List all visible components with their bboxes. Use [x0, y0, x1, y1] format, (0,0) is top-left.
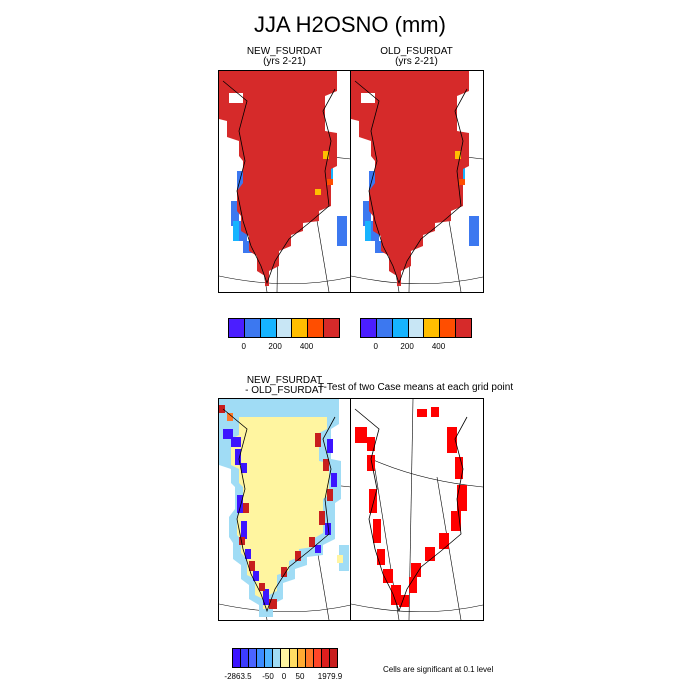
panel-ttest-title: T-Test of two Case means at each grid po… — [318, 382, 514, 393]
colorbar-old-swatch-1 — [376, 319, 393, 337]
colorbar-old-swatch-4 — [424, 319, 441, 337]
panel-new-name: NEW_FSURDAT — [246, 46, 323, 57]
colorbar-old-swatch-5 — [440, 319, 457, 337]
figure-title: JJA H2OSNO (mm) — [254, 12, 446, 37]
colorbar-difference-tick-neg50: -50 — [262, 672, 274, 681]
map-difference — [218, 398, 352, 621]
colorbar-new-tick-200: 200 — [268, 342, 282, 351]
colorbar-difference-tick-min: -2863.5 — [224, 672, 252, 681]
colorbar-difference-tick-max: 1979.9 — [317, 672, 343, 681]
colorbar-difference-swatch-1 — [241, 649, 250, 667]
colorbar-difference-ticks: -2863.5 -50 0 50 1979.9 — [224, 672, 342, 684]
colorbar-difference-swatch-0 — [233, 649, 242, 667]
colorbar-difference — [232, 648, 338, 668]
colorbar-difference-swatch-11 — [321, 649, 330, 667]
colorbar-new-ticks: 0 200 400 — [228, 342, 338, 354]
colorbar-difference-swatch-5 — [273, 649, 282, 667]
panel-old-name: OLD_FSURDAT — [380, 46, 453, 57]
colorbar-difference-tick-zero: 0 — [281, 672, 287, 681]
panel-diff-title: NEW_FSURDAT - OLD_FSURDAT — [218, 376, 351, 396]
colorbar-difference-swatch-7 — [289, 649, 298, 667]
colorbar-difference-swatch-12 — [329, 649, 338, 667]
map-significance — [350, 398, 484, 621]
colorbar-old-tick-200: 200 — [400, 342, 414, 351]
colorbar-old-swatch-2 — [392, 319, 409, 337]
colorbar-old-swatch-3 — [408, 319, 425, 337]
panel-diff-line1: NEW_FSURDAT — [246, 375, 323, 386]
colorbar-old — [360, 318, 472, 338]
panel-old-title: OLD_FSURDAT (yrs 2-21) — [350, 47, 483, 67]
colorbar-new-swatch-4 — [292, 319, 309, 337]
colorbar-old-swatch-0 — [361, 319, 377, 337]
colorbar-new-tick-400: 400 — [299, 342, 314, 351]
colorbar-difference-tick-pos50: 50 — [295, 672, 305, 681]
colorbar-old-tick-0: 0 — [373, 342, 378, 351]
colorbar-difference-swatch-8 — [297, 649, 306, 667]
panel-new-title: NEW_FSURDAT (yrs 2-21) — [218, 47, 351, 67]
map-old-fsurdat — [350, 70, 484, 293]
colorbar-new-tick-0: 0 — [241, 342, 246, 351]
colorbar-old-tick-400: 400 — [431, 342, 446, 351]
colorbar-new-swatch-6 — [324, 319, 340, 337]
colorbar-old-ticks: 0 200 400 — [360, 342, 470, 354]
colorbar-difference-swatch-10 — [313, 649, 322, 667]
colorbar-difference-swatch-4 — [265, 649, 274, 667]
colorbar-difference-swatch-9 — [305, 649, 314, 667]
significance-note: Cells are significant at 0.1 level — [383, 665, 494, 674]
panel-new-years: (yrs 2-21) — [263, 56, 306, 67]
colorbar-new-swatch-1 — [244, 319, 261, 337]
colorbar-new-swatch-5 — [308, 319, 325, 337]
colorbar-old-swatch-6 — [456, 319, 472, 337]
colorbar-new-swatch-0 — [229, 319, 245, 337]
colorbar-difference-swatch-2 — [249, 649, 258, 667]
panel-diff-line2: - OLD_FSURDAT — [245, 385, 324, 396]
colorbar-new — [228, 318, 340, 338]
panel-old-years: (yrs 2-21) — [395, 56, 438, 67]
colorbar-new-swatch-3 — [276, 319, 293, 337]
colorbar-difference-swatch-3 — [257, 649, 266, 667]
map-new-fsurdat — [218, 70, 352, 293]
colorbar-new-swatch-2 — [260, 319, 277, 337]
colorbar-difference-swatch-6 — [281, 649, 290, 667]
